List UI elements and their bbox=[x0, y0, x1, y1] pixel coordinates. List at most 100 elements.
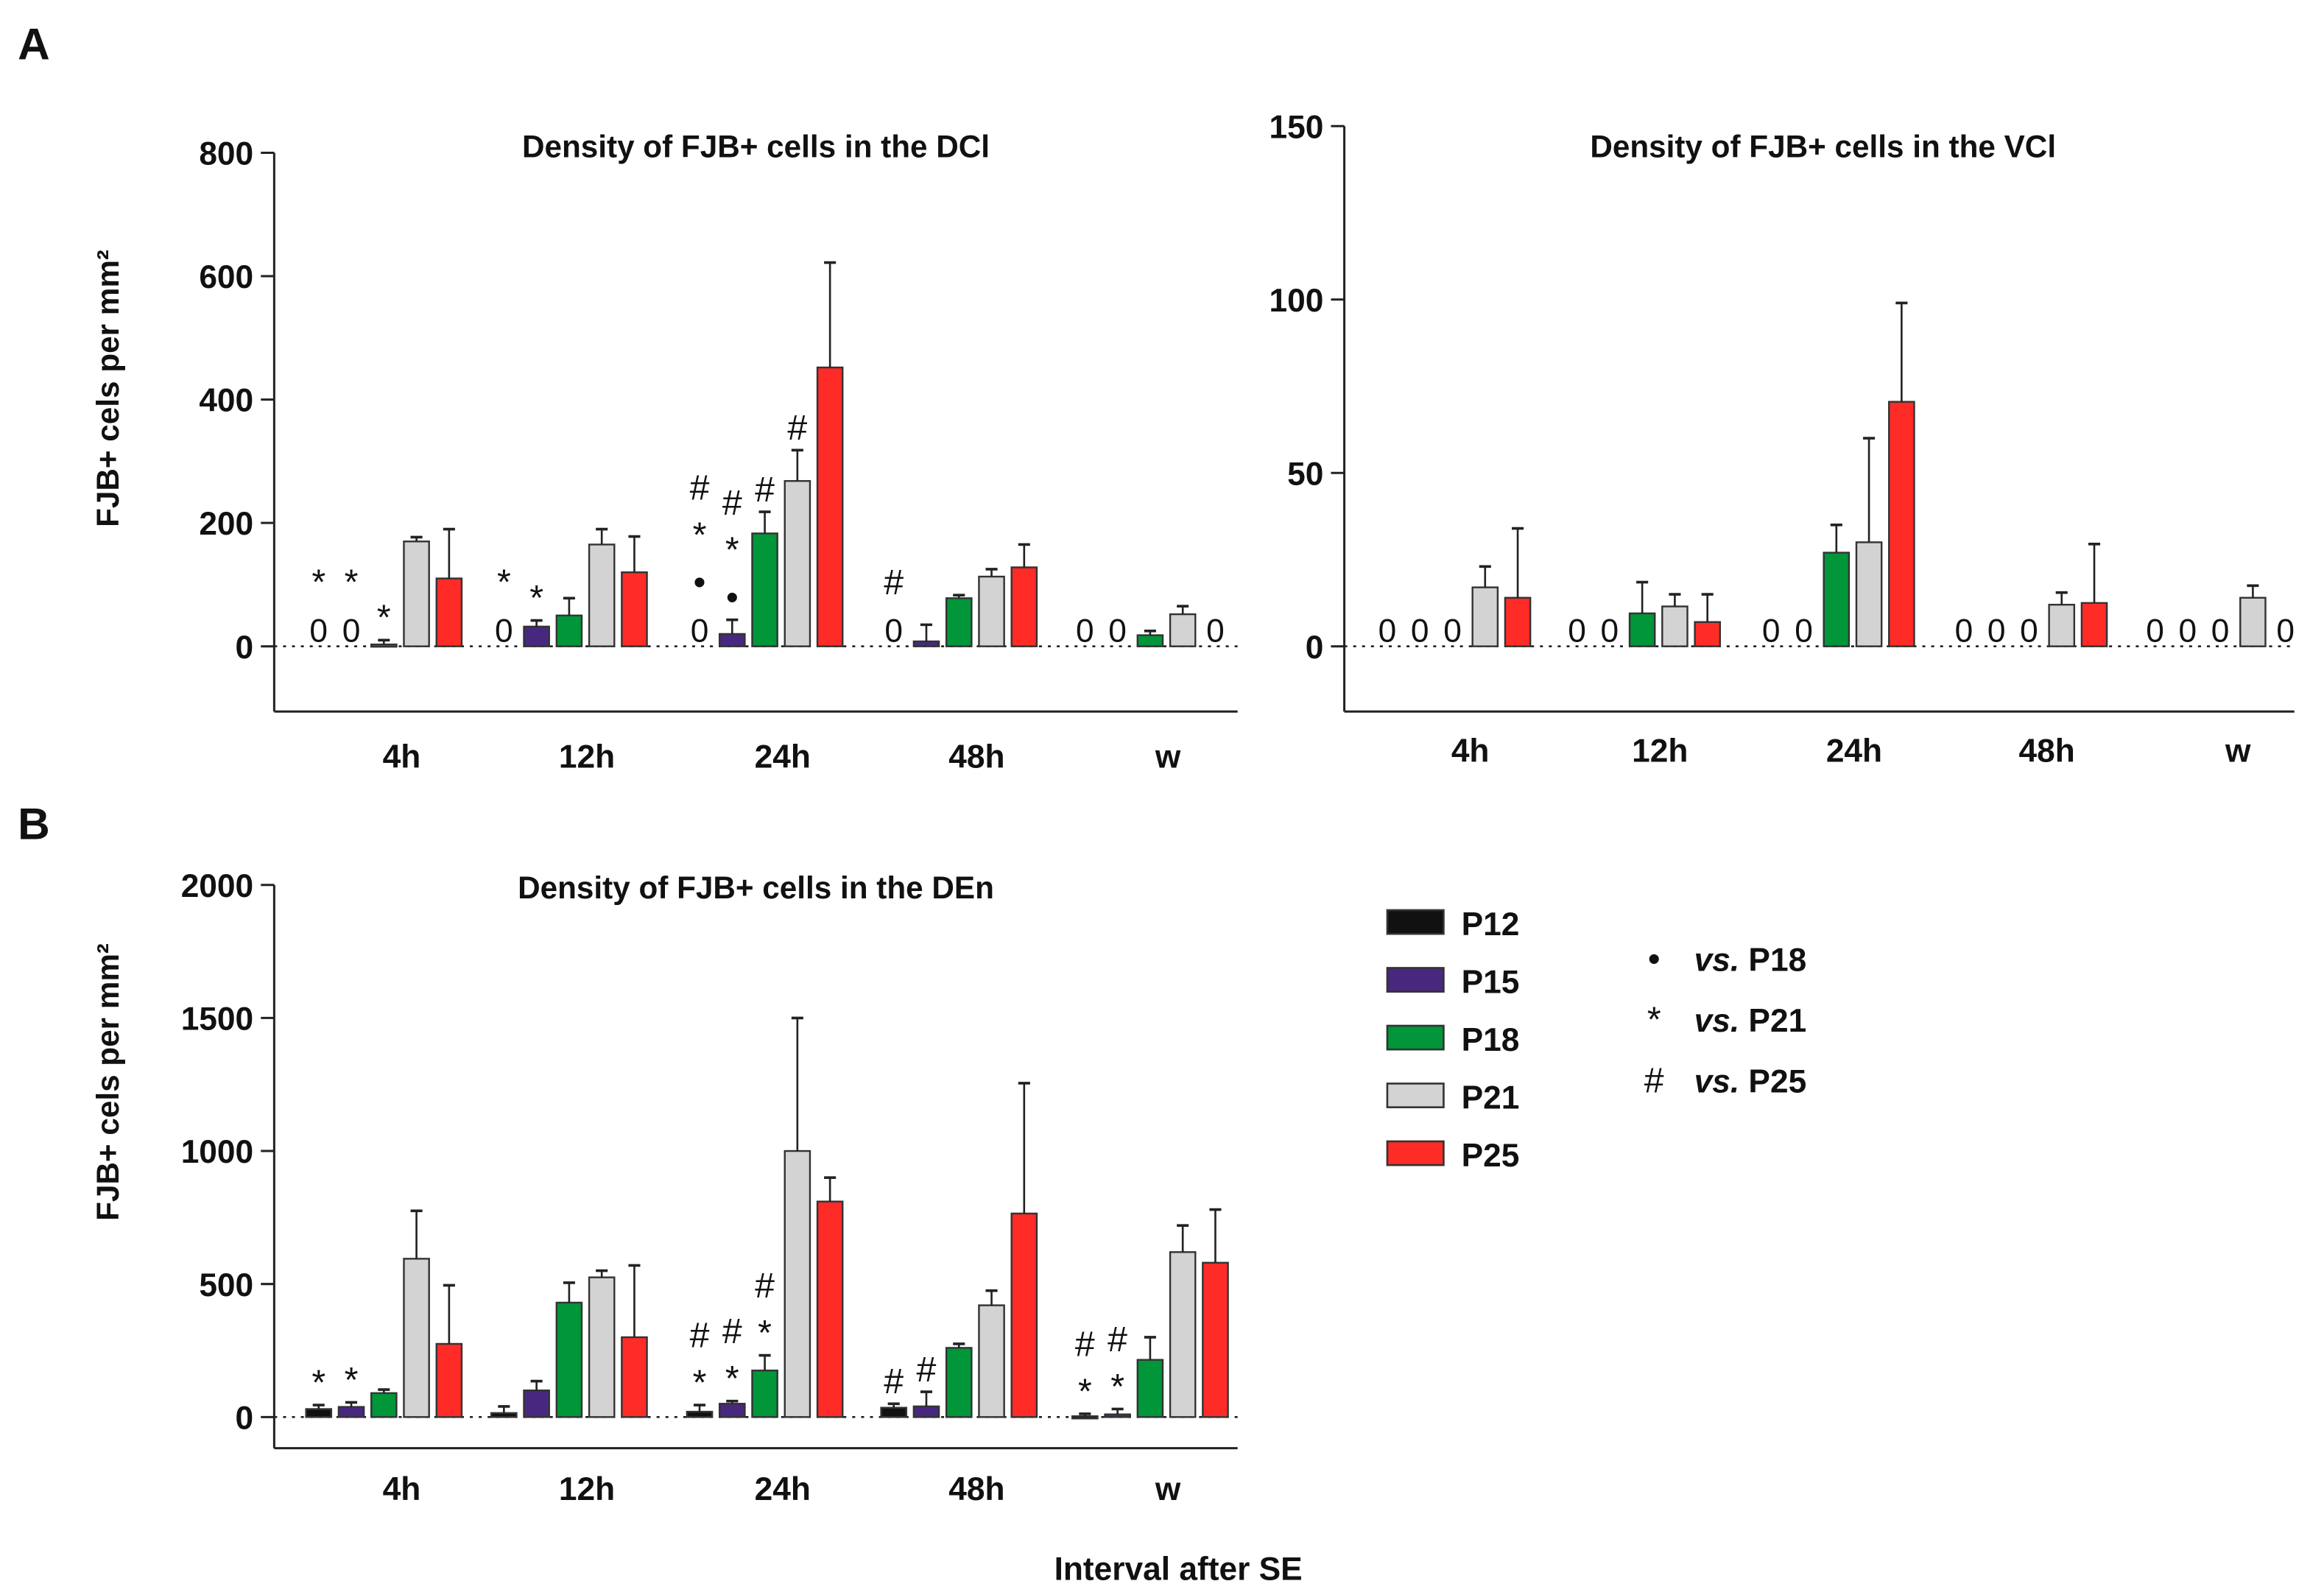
bar-p21 bbox=[2239, 596, 2267, 647]
zero-value-label: 0 bbox=[1206, 613, 1225, 649]
zero-value-label: 0 bbox=[1601, 613, 1619, 649]
chart-panel-2: Density of FJB+ cells in the DEn FJB+ cel… bbox=[91, 868, 1238, 1507]
legend-symbol: # bbox=[1644, 1061, 1664, 1101]
bar-p18 bbox=[945, 1347, 973, 1418]
legend-label: P12 bbox=[1462, 906, 1520, 943]
y-tick-label: 400 bbox=[199, 383, 253, 419]
y-tick-label: 200 bbox=[199, 506, 253, 542]
zero-value-label: 0 bbox=[691, 613, 709, 649]
hash-mark: # bbox=[1108, 1320, 1127, 1359]
bar-p25 bbox=[435, 1342, 463, 1418]
legend-significance-label: vs. P18 bbox=[1694, 942, 1807, 978]
zero-value-label: 0 bbox=[884, 613, 903, 649]
y-axis-label: FJB+ cels per mm² bbox=[91, 943, 125, 1221]
y-tick-label: 1000 bbox=[181, 1134, 253, 1170]
asterisk-mark: * bbox=[1110, 1367, 1124, 1406]
legend-label: P25 bbox=[1462, 1138, 1520, 1174]
asterisk-mark: * bbox=[345, 563, 359, 602]
legend-swatch-p12 bbox=[1386, 909, 1445, 935]
asterisk-mark: * bbox=[693, 515, 707, 555]
x-tick-label: 48h bbox=[948, 739, 1004, 775]
zero-value-label: 0 bbox=[1076, 613, 1094, 649]
legend-prefix: vs. bbox=[1694, 1064, 1740, 1100]
bar-p25 bbox=[1010, 1212, 1038, 1418]
bar-p15 bbox=[1104, 1413, 1131, 1418]
legend-group: P18 bbox=[1739, 942, 1806, 978]
x-axis-label: Interval after SE bbox=[1054, 1552, 1303, 1588]
x-tick-label: 24h bbox=[755, 1471, 811, 1507]
bar-p18 bbox=[751, 1369, 778, 1418]
bar-p18 bbox=[370, 1392, 398, 1418]
zero-value-label: 0 bbox=[1795, 613, 1813, 649]
x-tick-label: 24h bbox=[1826, 733, 1882, 770]
y-axis-label: FJB+ cels per mm² bbox=[91, 250, 125, 527]
dot-mark: • bbox=[726, 578, 739, 618]
bar-p25 bbox=[1202, 1261, 1229, 1418]
x-tick-label: w bbox=[1155, 1471, 1181, 1507]
legend-swatch-p18 bbox=[1386, 1024, 1445, 1051]
asterisk-mark: * bbox=[693, 1363, 707, 1403]
x-tick-label: 4h bbox=[383, 1471, 421, 1507]
legend-significance-label: vs. P25 bbox=[1694, 1064, 1807, 1100]
y-tick-label: 0 bbox=[236, 1400, 254, 1436]
bar-p21 bbox=[588, 543, 616, 647]
asterisk-mark: * bbox=[311, 563, 325, 602]
y-tick-label: 1500 bbox=[181, 1001, 253, 1037]
bar-p25 bbox=[435, 577, 463, 647]
y-tick-label: 600 bbox=[199, 259, 253, 295]
bar-p18 bbox=[1136, 1359, 1164, 1418]
bar-p12 bbox=[880, 1406, 908, 1418]
bar-p18 bbox=[751, 532, 778, 647]
bar-p21 bbox=[1169, 1251, 1197, 1418]
bar-p25 bbox=[621, 1336, 648, 1418]
bar-p12 bbox=[1071, 1415, 1099, 1420]
x-tick-label: w bbox=[1155, 739, 1181, 775]
x-tick-label: w bbox=[2225, 733, 2251, 770]
bar-p21 bbox=[1471, 586, 1499, 647]
zero-value-label: 0 bbox=[2179, 613, 2197, 649]
bar-p12 bbox=[490, 1412, 518, 1418]
legend: P12 P15 P18 P21 P25 • vs. P18 * vs. P21 # vs. P25 bbox=[1386, 906, 1807, 1174]
zero-value-label: 0 bbox=[1378, 613, 1397, 649]
x-tick-label: 24h bbox=[755, 739, 811, 775]
zero-value-label: 0 bbox=[1108, 613, 1127, 649]
legend-swatch-p25 bbox=[1386, 1140, 1445, 1166]
bar-p21 bbox=[978, 1304, 1005, 1418]
bar-p25 bbox=[621, 571, 648, 647]
zero-value-label: 0 bbox=[1762, 613, 1781, 649]
bar-p15 bbox=[912, 640, 940, 647]
x-tick-label: 12h bbox=[559, 1471, 615, 1507]
bar-p18 bbox=[1823, 552, 1851, 647]
bar-p25 bbox=[1010, 566, 1038, 647]
chart-panel-0: Density of FJB+ cells in the DCl FJB+ cel… bbox=[91, 129, 1238, 775]
legend-swatch-p15 bbox=[1386, 967, 1445, 993]
bar-p21 bbox=[2048, 603, 2076, 647]
bar-p25 bbox=[816, 1200, 844, 1418]
x-tick-label: 12h bbox=[559, 739, 615, 775]
zero-value-label: 0 bbox=[1987, 613, 2006, 649]
hash-mark: # bbox=[722, 1311, 742, 1351]
asterisk-mark: * bbox=[725, 530, 739, 570]
zero-value-label: 0 bbox=[2020, 613, 2038, 649]
hash-mark: # bbox=[917, 1350, 937, 1390]
dot-mark: • bbox=[694, 563, 706, 602]
zero-value-label: 0 bbox=[1443, 613, 1462, 649]
bar-p21 bbox=[403, 541, 430, 647]
zero-value-label: 0 bbox=[309, 613, 328, 649]
legend-symbol: • bbox=[1648, 939, 1661, 979]
legend-swatch-p21 bbox=[1386, 1082, 1445, 1108]
zero-value-label: 0 bbox=[2211, 613, 2230, 649]
y-tick-label: 150 bbox=[1270, 109, 1324, 145]
asterisk-mark: * bbox=[311, 1363, 325, 1403]
bar-p18 bbox=[370, 643, 398, 648]
bar-p21 bbox=[588, 1276, 616, 1418]
bar-p15 bbox=[718, 1403, 746, 1418]
bar-p18 bbox=[945, 597, 973, 647]
bar-p15 bbox=[912, 1405, 940, 1418]
bar-p12 bbox=[305, 1408, 333, 1418]
bar-p18 bbox=[555, 614, 583, 647]
zero-value-label: 0 bbox=[2146, 613, 2164, 649]
hash-mark: # bbox=[1075, 1324, 1095, 1364]
bar-p25 bbox=[1504, 596, 1532, 647]
zero-value-label: 0 bbox=[1411, 613, 1429, 649]
